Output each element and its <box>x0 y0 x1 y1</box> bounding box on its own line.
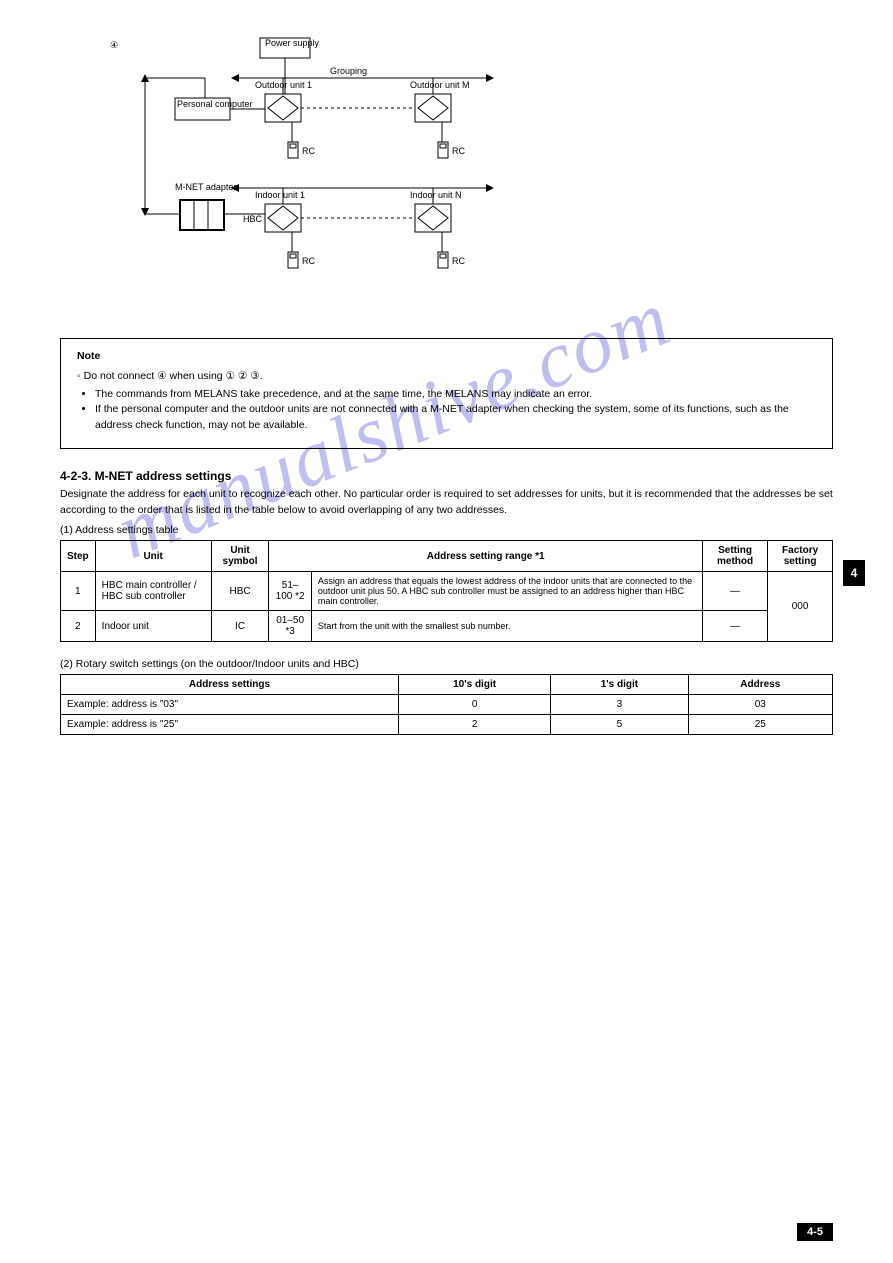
hbc-label: HBC <box>243 214 263 224</box>
col-unit: Unit <box>95 541 211 572</box>
section-paragraph: Designate the address for each unit to r… <box>60 487 833 519</box>
rc-2-label: RC <box>452 146 465 156</box>
rc-4-label: RC <box>452 256 465 266</box>
table1-caption: (1) Address settings table <box>60 524 833 536</box>
table-row: Example: address is "25" 2 5 25 <box>61 715 833 735</box>
diagram-item-number: ④ <box>110 40 118 50</box>
col-range: Address setting range *1 <box>269 541 703 572</box>
col-tens: 10's digit <box>398 675 550 695</box>
note-title: Note <box>77 349 816 365</box>
rc-3-label: RC <box>302 256 315 266</box>
table2-caption: (2) Rotary switch settings (on the outdo… <box>60 658 833 670</box>
rc-1-label: RC <box>302 146 315 156</box>
col-symbol: Unit symbol <box>211 541 269 572</box>
col-ones: 1's digit <box>551 675 688 695</box>
table-row: Example: address is "03" 0 3 03 <box>61 695 833 715</box>
col-addr: Address <box>688 675 832 695</box>
col-method: Setting method <box>702 541 767 572</box>
rotary-switch-table: Address settings 10's digit 1's digit Ad… <box>60 674 833 735</box>
address-settings-table: Step Unit Unit symbol Address setting ra… <box>60 540 833 642</box>
indoor-unit-n-label: Indoor unit N <box>410 190 462 200</box>
outdoor-unit-m-label: Outdoor unit M <box>410 80 470 90</box>
table-row: Step Unit Unit symbol Address setting ra… <box>61 541 833 572</box>
note-bullet-2: If the personal computer and the outdoor… <box>95 402 816 434</box>
note-bullet-1: The commands from MELANS take precedence… <box>95 387 816 403</box>
indoor-unit-1-label: Indoor unit 1 <box>255 190 305 200</box>
page-content: ④ Power supply Personal computer Outdoor… <box>0 0 893 755</box>
grouping-label: Grouping <box>330 66 367 76</box>
note-box: Note ◦ Do not connect ④ when using ① ② ③… <box>60 338 833 449</box>
page-number-footer: 4-5 <box>797 1223 833 1241</box>
table-row: 2 Indoor unit IC 01–50 *3 Start from the… <box>61 611 833 642</box>
outdoor-unit-1-label: Outdoor unit 1 <box>255 80 312 90</box>
table-row: Address settings 10's digit 1's digit Ad… <box>61 675 833 695</box>
power-supply-label: Power supply <box>265 38 320 48</box>
personal-computer-label: Personal computer <box>177 99 253 109</box>
table-row: 1 HBC main controller / HBC sub controll… <box>61 572 833 611</box>
col-addr-settings: Address settings <box>61 675 399 695</box>
note-intro-line: ◦ Do not connect ④ when using ① ② ③. <box>77 369 816 385</box>
col-factory: Factory setting <box>768 541 833 572</box>
system-diagram: ④ Power supply Personal computer Outdoor… <box>80 30 530 320</box>
section-heading: 4-2-3. M-NET address settings <box>60 469 833 483</box>
col-step: Step <box>61 541 96 572</box>
mnet-adapter-label: M-NET adapter <box>175 182 236 192</box>
